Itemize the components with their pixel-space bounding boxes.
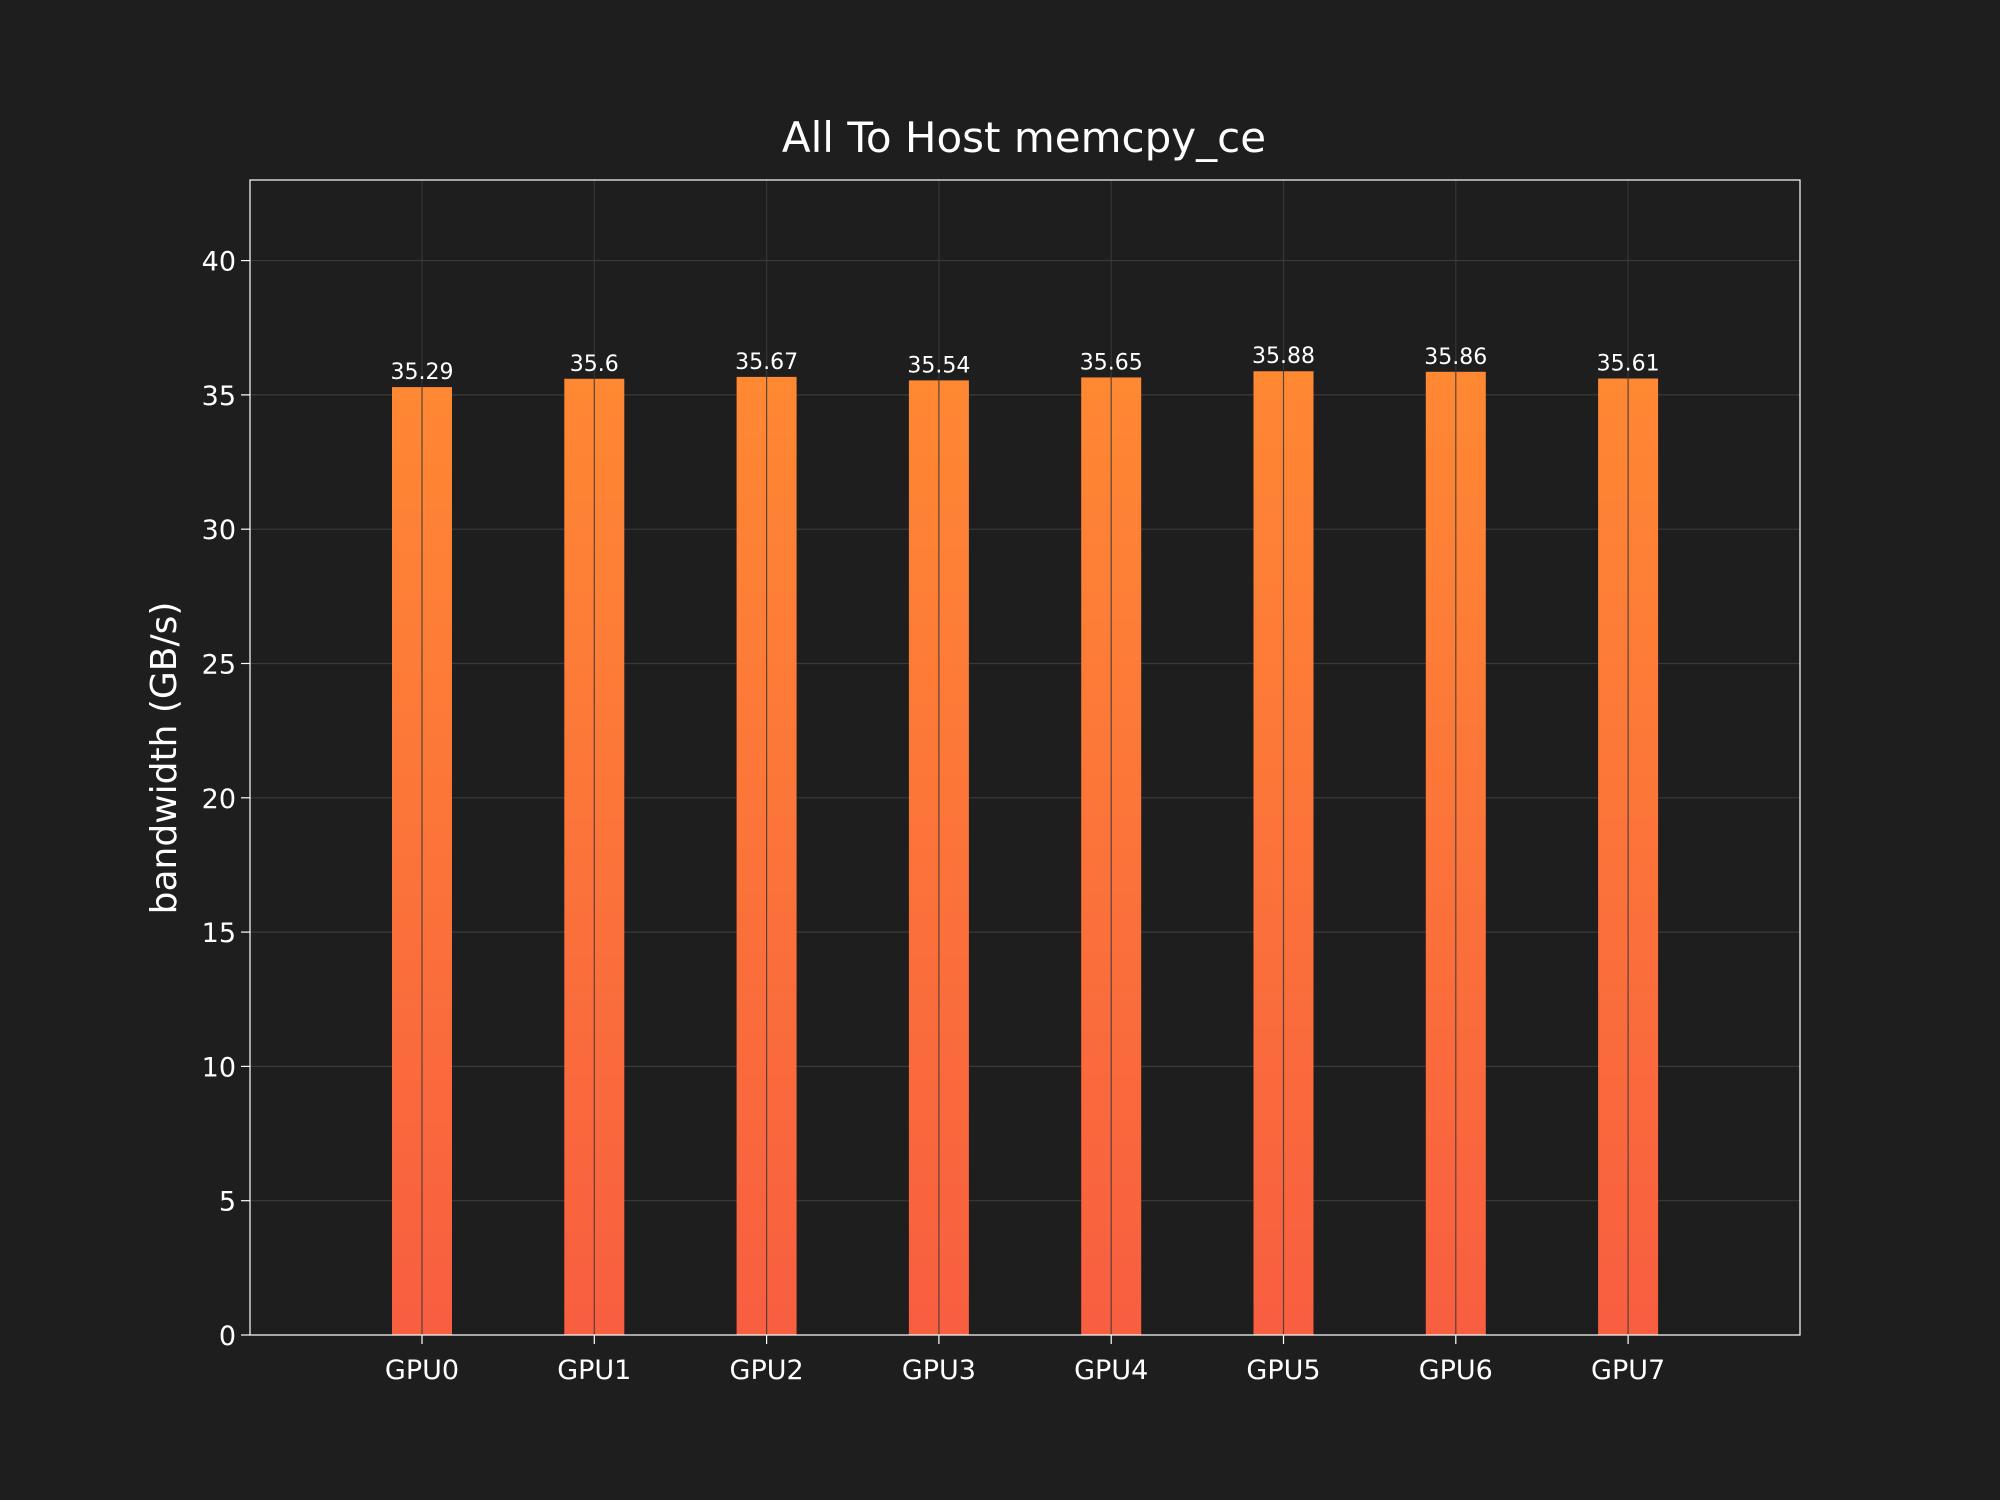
data-label: 35.86 <box>1424 345 1487 370</box>
x-tick-label: GPU7 <box>1591 1355 1665 1386</box>
bars <box>392 371 1659 1336</box>
data-label: 35.29 <box>391 360 454 385</box>
data-label: 35.67 <box>735 350 798 375</box>
data-label: 35.6 <box>570 352 619 377</box>
y-tick-label: 20 <box>202 784 236 815</box>
x-tick-label: GPU4 <box>1074 1355 1148 1386</box>
y-axis-label: bandwidth (GB/s) <box>144 602 185 915</box>
vertical-grid-lines <box>421 180 1629 1335</box>
y-tick-label: 40 <box>202 247 236 278</box>
y-tick-label: 15 <box>202 918 236 949</box>
data-label: 35.54 <box>907 353 970 378</box>
y-tick-label: 30 <box>202 515 236 546</box>
x-tick-label: GPU1 <box>557 1355 631 1386</box>
y-tick-label: 10 <box>202 1052 236 1083</box>
y-tick-label: 25 <box>202 649 236 680</box>
x-tick-label: GPU6 <box>1419 1355 1493 1386</box>
data-label: 35.88 <box>1252 344 1315 369</box>
data-label: 35.61 <box>1597 351 1660 376</box>
y-tick-label: 0 <box>219 1321 236 1352</box>
x-tick-label: GPU0 <box>385 1355 459 1386</box>
y-axis-ticks: 0 5 10 15 20 25 30 35 40 <box>202 247 250 1352</box>
data-labels: 35.29 35.6 35.67 35.54 35.65 35.88 35.86 35.61 <box>391 344 1660 385</box>
x-tick-label: GPU3 <box>902 1355 976 1386</box>
x-tick-label: GPU2 <box>730 1355 804 1386</box>
y-tick-label: 5 <box>219 1187 236 1218</box>
x-axis-ticks: GPU0 GPU1 GPU2 GPU3 GPU4 GPU5 GPU6 GPU7 <box>385 1335 1665 1386</box>
chart-title: All To Host memcpy_ce <box>782 113 1266 162</box>
plot-frame <box>249 179 1801 1336</box>
x-tick-label: GPU5 <box>1246 1355 1320 1386</box>
y-tick-label: 35 <box>202 381 236 412</box>
data-label: 35.65 <box>1080 350 1143 375</box>
grid-lines <box>250 259 1800 1336</box>
